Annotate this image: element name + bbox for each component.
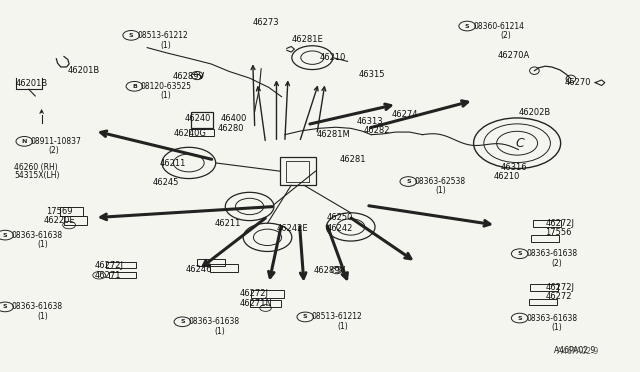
Text: (1): (1) <box>160 41 171 50</box>
Text: (1): (1) <box>214 327 225 336</box>
Text: S: S <box>517 315 522 321</box>
Text: 08513-61212: 08513-61212 <box>312 312 362 321</box>
Text: 46282: 46282 <box>364 126 390 135</box>
Text: 46250: 46250 <box>326 213 353 222</box>
Text: 08911-10837: 08911-10837 <box>31 137 81 146</box>
Text: 08513-61212: 08513-61212 <box>138 31 188 40</box>
Bar <box>197 259 225 266</box>
Text: (1): (1) <box>435 186 446 195</box>
Text: 46274: 46274 <box>392 110 418 119</box>
Text: 46201B: 46201B <box>67 66 99 75</box>
Bar <box>106 262 136 268</box>
Text: 08363-62538: 08363-62538 <box>415 177 466 186</box>
Text: 08360-61214: 08360-61214 <box>474 22 525 31</box>
Text: 08363-61638: 08363-61638 <box>526 249 577 258</box>
Text: 46272J: 46272J <box>95 262 124 270</box>
Text: S: S <box>3 232 8 238</box>
Text: 08363-61638: 08363-61638 <box>526 314 577 323</box>
Text: 46271N: 46271N <box>240 299 273 308</box>
Text: 46272J: 46272J <box>240 289 269 298</box>
Text: 46273: 46273 <box>253 18 280 27</box>
Text: 46210: 46210 <box>320 53 346 62</box>
Text: 46271: 46271 <box>95 271 121 280</box>
Text: 46245: 46245 <box>152 178 179 187</box>
Text: 46289V: 46289V <box>173 72 205 81</box>
Text: S: S <box>517 251 522 256</box>
Text: (1): (1) <box>37 240 48 249</box>
Bar <box>286 161 309 182</box>
Text: 46211: 46211 <box>214 219 241 228</box>
Text: (2): (2) <box>48 146 59 155</box>
Text: 46281M: 46281M <box>317 130 351 139</box>
Text: (1): (1) <box>552 323 563 332</box>
Bar <box>280 157 316 185</box>
Text: 46220E: 46220E <box>44 216 75 225</box>
Text: 46260 (RH): 46260 (RH) <box>14 163 58 172</box>
Text: 46202B: 46202B <box>518 108 550 117</box>
Text: 46281E: 46281E <box>291 35 323 44</box>
Text: 46272: 46272 <box>545 292 572 301</box>
Bar <box>189 129 214 136</box>
Text: 46315: 46315 <box>358 70 385 79</box>
Text: 46313: 46313 <box>357 117 384 126</box>
Text: 46240: 46240 <box>184 114 211 123</box>
Text: 46270: 46270 <box>564 78 591 87</box>
Text: 17556: 17556 <box>545 228 572 237</box>
Text: A46PA02 9: A46PA02 9 <box>554 346 595 355</box>
Text: C: C <box>516 137 525 150</box>
Text: S: S <box>129 33 134 38</box>
Text: 46246: 46246 <box>186 265 212 274</box>
Text: S: S <box>406 179 411 184</box>
Text: (2): (2) <box>552 259 563 268</box>
Text: 08363-61638: 08363-61638 <box>12 231 63 240</box>
Text: 08363-61638: 08363-61638 <box>189 317 240 326</box>
Text: (1): (1) <box>160 92 171 100</box>
Text: 46280: 46280 <box>218 124 244 133</box>
Bar <box>60 207 83 216</box>
Text: 46272J: 46272J <box>545 283 574 292</box>
Text: 46316: 46316 <box>500 163 527 172</box>
Bar <box>533 220 561 227</box>
Text: S: S <box>465 23 470 29</box>
Bar <box>531 235 559 242</box>
Text: 46289V: 46289V <box>314 266 346 275</box>
Text: 46270A: 46270A <box>498 51 530 60</box>
Bar <box>210 264 238 272</box>
Text: 46281: 46281 <box>339 155 365 164</box>
Text: (1): (1) <box>337 322 348 331</box>
Text: 08120-63525: 08120-63525 <box>141 82 192 91</box>
Bar <box>64 216 87 225</box>
Text: 54315X(LH): 54315X(LH) <box>14 171 60 180</box>
Text: 46201B: 46201B <box>16 79 48 88</box>
Text: 46242E: 46242E <box>276 224 308 233</box>
Text: A46PA02 9: A46PA02 9 <box>557 347 598 356</box>
Text: 08363-61638: 08363-61638 <box>12 302 63 311</box>
Text: 46242: 46242 <box>326 224 353 233</box>
Bar <box>191 112 213 128</box>
Bar <box>251 290 284 298</box>
Text: (2): (2) <box>500 31 511 40</box>
Text: 46211: 46211 <box>160 159 186 168</box>
Text: (1): (1) <box>37 312 48 321</box>
Text: N: N <box>22 139 27 144</box>
Bar <box>529 299 557 305</box>
Text: 46400: 46400 <box>221 114 247 123</box>
Text: S: S <box>180 319 185 324</box>
Text: 46210: 46210 <box>494 172 520 181</box>
Text: S: S <box>303 314 308 320</box>
Text: B: B <box>132 84 137 89</box>
Bar <box>530 284 558 291</box>
Text: S: S <box>3 304 8 310</box>
Bar <box>109 272 136 278</box>
Text: 17569: 17569 <box>46 207 72 216</box>
Text: 46240G: 46240G <box>174 129 207 138</box>
Bar <box>250 300 281 307</box>
Text: 46272J: 46272J <box>545 219 574 228</box>
